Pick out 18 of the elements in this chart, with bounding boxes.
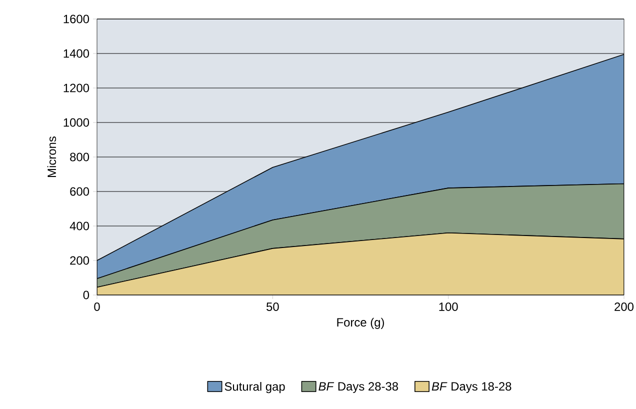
- x-tick-label: 0: [94, 302, 100, 311]
- y-axis-title: Microns: [47, 136, 56, 177]
- legend-label: BF Days 28-38: [318, 382, 398, 393]
- x-tick-label: 100: [439, 302, 458, 311]
- legend-label: Sutural gap: [224, 382, 285, 394]
- y-tick-label: 1000: [64, 118, 90, 127]
- x-tick-label: 50: [266, 302, 279, 311]
- y-tick-label: 400: [70, 222, 90, 230]
- x-axis-title: Force (g): [337, 318, 384, 329]
- y-tick-label: 800: [70, 152, 90, 162]
- legend-label: BF Days 18-28: [432, 382, 512, 393]
- x-tick-label: 200: [614, 302, 634, 311]
- y-tick-label: 1600: [64, 14, 90, 24]
- y-tick-label: 0: [83, 290, 90, 300]
- y-tick-label: 1400: [64, 49, 90, 58]
- y-tick-label: 200: [70, 256, 90, 265]
- y-tick-label: 600: [70, 187, 90, 196]
- y-tick-label: 1200: [64, 84, 90, 92]
